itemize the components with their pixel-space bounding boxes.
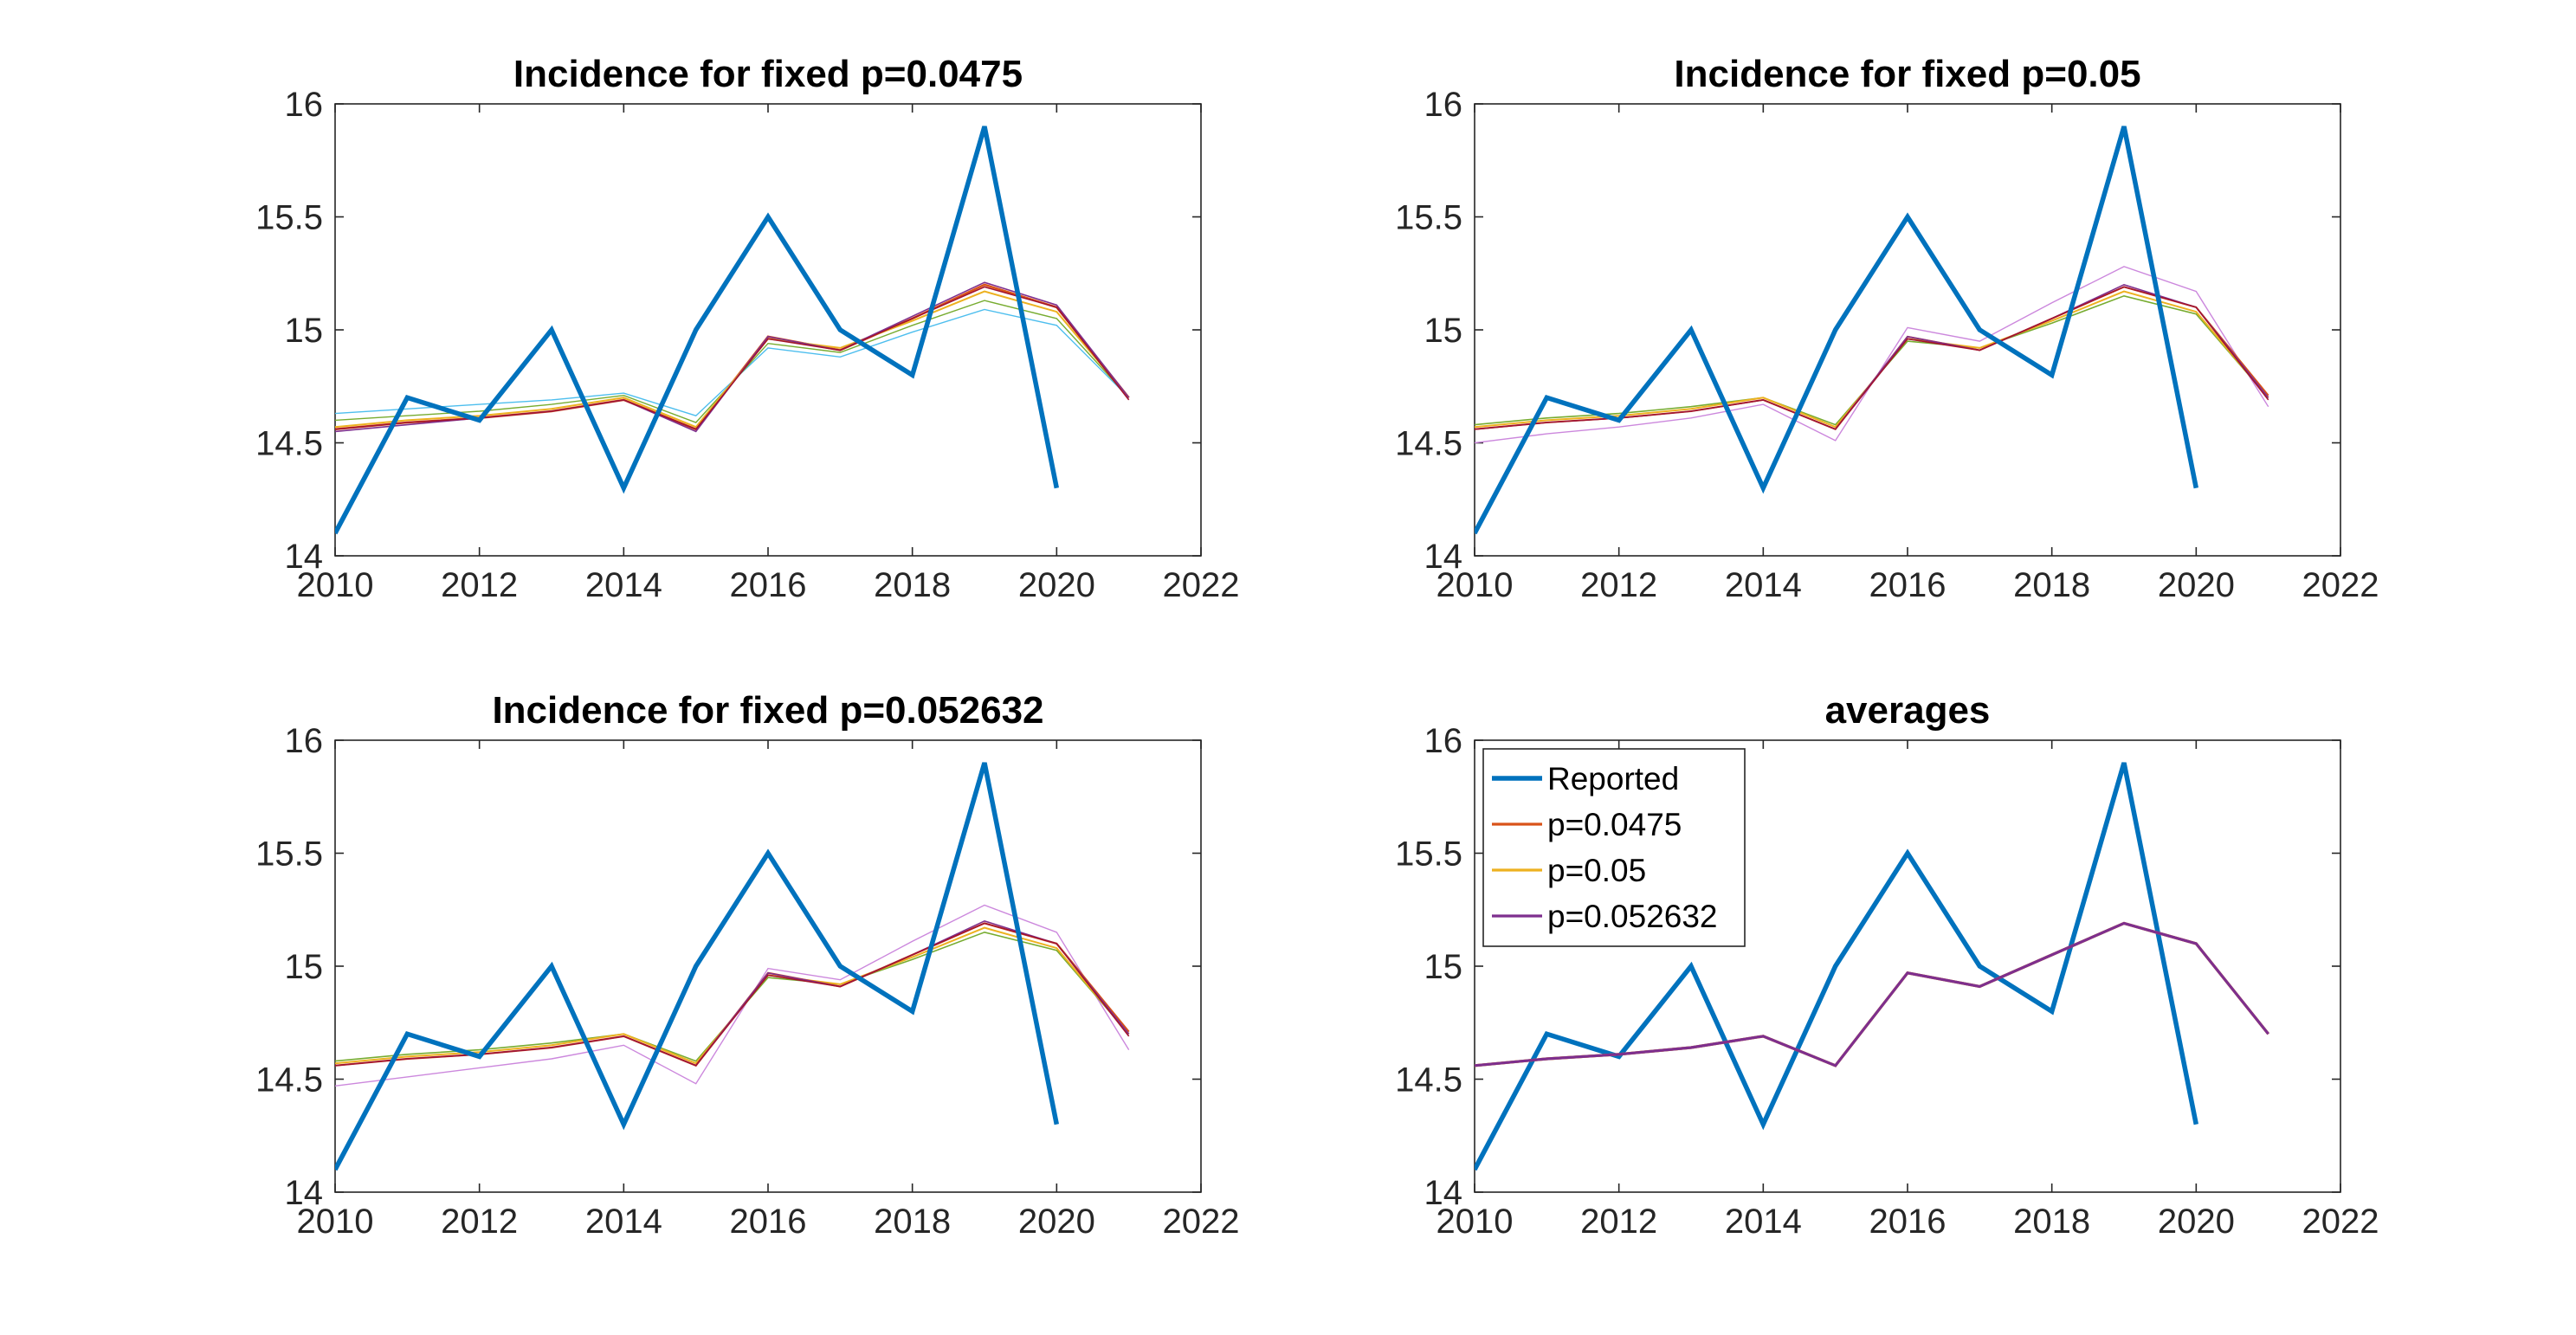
x-tick-label: 2016 [730, 1203, 807, 1241]
legend-box [1482, 748, 1746, 947]
x-tick-label: 2014 [585, 1203, 662, 1241]
chart-title: Incidence for fixed p=0.052632 [492, 689, 1043, 732]
x-tick-label: 2022 [2302, 1203, 2379, 1241]
x-tick-label: 2020 [1018, 566, 1095, 604]
legend-entry: p=0.052632 [1547, 899, 1718, 934]
x-tick-label: 2010 [1436, 566, 1514, 604]
series-line-reported [1475, 762, 2198, 1171]
y-tick-label: 15 [285, 312, 324, 350]
y-tick-label: 14.5 [1395, 1061, 1462, 1100]
y-tick-label: 14 [285, 1174, 324, 1212]
chart-title: Incidence for fixed p=0.05 [1674, 53, 2140, 95]
x-tick-label: 2016 [1869, 566, 1947, 604]
x-tick-label: 2020 [2158, 566, 2235, 604]
x-tick-label: 2014 [1725, 566, 1802, 604]
chart-title: averages [1825, 689, 1991, 732]
x-tick-label: 2018 [2013, 1203, 2090, 1241]
x-tick-label: 2022 [1163, 1203, 1240, 1241]
series-line-7 [335, 126, 1059, 535]
y-tick-label: 14.5 [255, 425, 323, 463]
x-tick-label: 2020 [2158, 1203, 2235, 1241]
x-tick-label: 2012 [1580, 1203, 1657, 1241]
x-tick-label: 2020 [1018, 1203, 1095, 1241]
legend-entry: Reported [1547, 761, 1679, 796]
y-tick-label: 15.5 [255, 199, 323, 237]
y-tick-label: 14 [1424, 1174, 1463, 1212]
x-tick-label: 2016 [1869, 1203, 1947, 1241]
chart-4: 2010 2012 2014 2016 2018 2020 2022 14 14.5 15 15.5… [1395, 689, 2379, 1241]
y-tick-label: 14.5 [255, 1061, 323, 1100]
x-tick-label: 2022 [1163, 566, 1240, 604]
legend-entry: p=0.0475 [1547, 807, 1682, 842]
series-line-7 [335, 762, 1059, 1171]
x-tick-label: 2014 [1725, 1203, 1802, 1241]
chart-2: 2010 2012 2014 2016 2018 2020 2022 14 14.5 15 15.5… [1395, 53, 2379, 604]
x-tick-label: 2012 [441, 566, 518, 604]
y-tick-label: 15 [285, 948, 324, 986]
y-tick-label: 14.5 [1395, 425, 1462, 463]
y-tick-label: 15.5 [255, 835, 323, 874]
x-tick-label: 2012 [441, 1203, 518, 1241]
x-tick-label: 2022 [2302, 566, 2379, 604]
legend-entry: p=0.05 [1547, 853, 1646, 888]
y-tick-label: 16 [1424, 86, 1463, 124]
x-tick-label: 2010 [297, 566, 374, 604]
series-line-1 [335, 904, 1130, 1087]
x-tick-label: 2018 [874, 1203, 951, 1241]
x-tick-label: 2018 [874, 566, 951, 604]
chart-title: Incidence for fixed p=0.0475 [513, 53, 1023, 95]
y-tick-label: 16 [285, 722, 324, 760]
x-tick-label: 2016 [730, 566, 807, 604]
y-tick-label: 15.5 [1395, 199, 1462, 237]
x-tick-label: 2018 [2013, 566, 2090, 604]
x-tick-label: 2010 [297, 1203, 374, 1241]
y-tick-label: 14 [1424, 538, 1463, 576]
series-line-p-0-052632 [1475, 921, 2269, 1067]
y-tick-label: 16 [1424, 722, 1463, 760]
legend: Reported p=0.0475 p=0.05 p=0.052632 [1482, 748, 1746, 947]
series-line-7 [1475, 126, 2198, 535]
x-tick-label: 2010 [1436, 1203, 1514, 1241]
y-tick-label: 14 [285, 538, 324, 576]
x-tick-label: 2014 [585, 566, 662, 604]
y-tick-label: 16 [285, 86, 324, 124]
x-tick-label: 2012 [1580, 566, 1657, 604]
y-tick-label: 15 [1424, 312, 1463, 350]
y-tick-label: 15.5 [1395, 835, 1462, 874]
y-tick-label: 15 [1424, 948, 1463, 986]
chart-3: 2010 2012 2014 2016 2018 2020 2022 14 14.5 15 15.5… [255, 689, 1239, 1241]
chart-1: 2010 2012 2014 2016 2018 2020 2022 14 14.5 15 15.5… [255, 53, 1239, 604]
